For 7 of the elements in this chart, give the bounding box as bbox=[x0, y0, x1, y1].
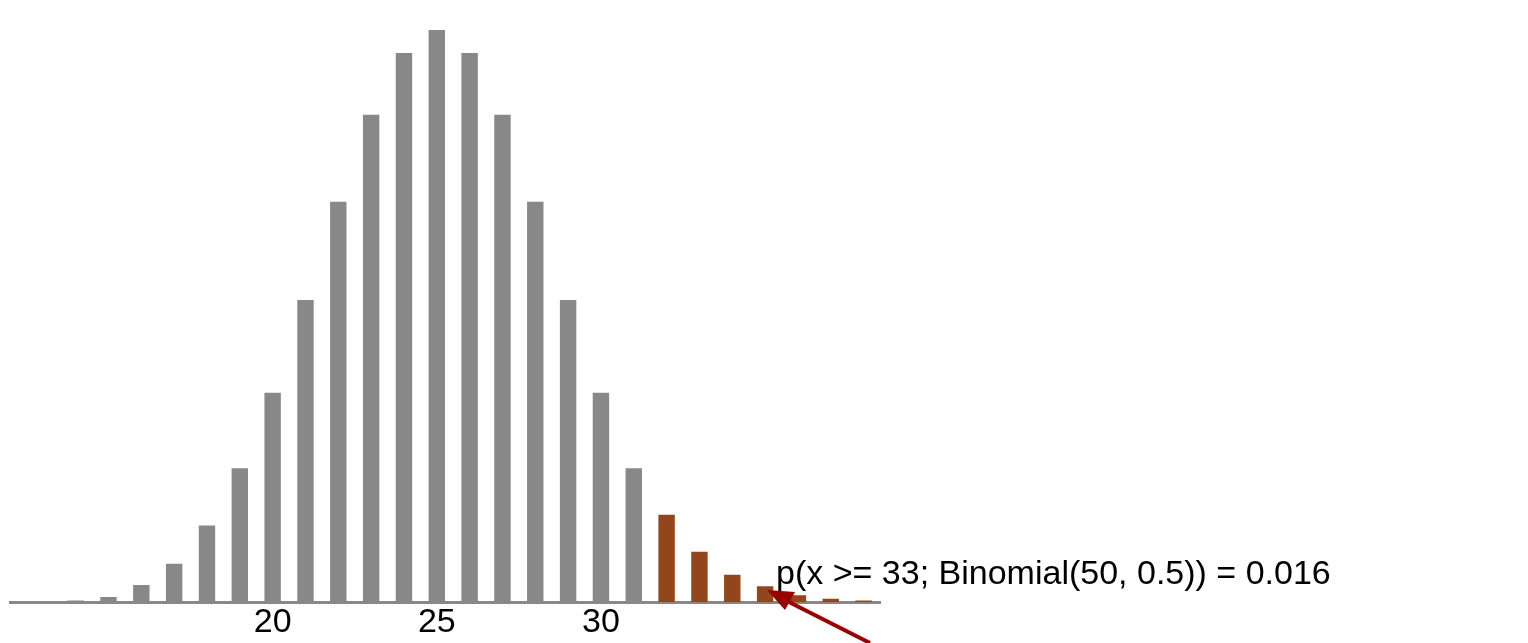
x-tick-label: 20 bbox=[253, 600, 292, 639]
x-tick-label: 30 bbox=[582, 600, 620, 639]
bar bbox=[724, 574, 741, 603]
bar bbox=[658, 514, 675, 603]
annotation: p(x >= 33; Binomial(50, 0.5)) = 0.016 bbox=[776, 553, 1331, 592]
bar bbox=[691, 551, 708, 603]
x-tick-label: 25 bbox=[417, 600, 456, 639]
